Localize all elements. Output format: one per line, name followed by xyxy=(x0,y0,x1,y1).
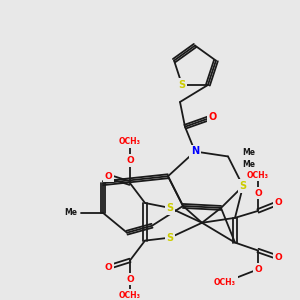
Text: O: O xyxy=(274,253,282,262)
Text: O: O xyxy=(104,263,112,272)
Text: Me: Me xyxy=(242,148,255,157)
Text: OCH₃: OCH₃ xyxy=(119,137,141,146)
Text: Me: Me xyxy=(242,160,255,169)
Text: O: O xyxy=(254,265,262,274)
Text: O: O xyxy=(126,156,134,165)
Text: O: O xyxy=(209,112,217,122)
Text: Me: Me xyxy=(64,208,77,217)
Text: S: S xyxy=(239,181,247,191)
Text: O: O xyxy=(104,172,112,181)
Text: S: S xyxy=(167,232,174,243)
Text: O: O xyxy=(126,275,134,284)
Text: S: S xyxy=(178,80,186,90)
Text: N: N xyxy=(191,146,199,157)
Text: OCH₃: OCH₃ xyxy=(119,291,141,300)
Text: O: O xyxy=(254,189,262,198)
Text: O: O xyxy=(274,199,282,208)
Text: OCH₃: OCH₃ xyxy=(247,171,269,180)
Text: OCH₃: OCH₃ xyxy=(214,278,236,287)
Text: S: S xyxy=(167,203,174,213)
